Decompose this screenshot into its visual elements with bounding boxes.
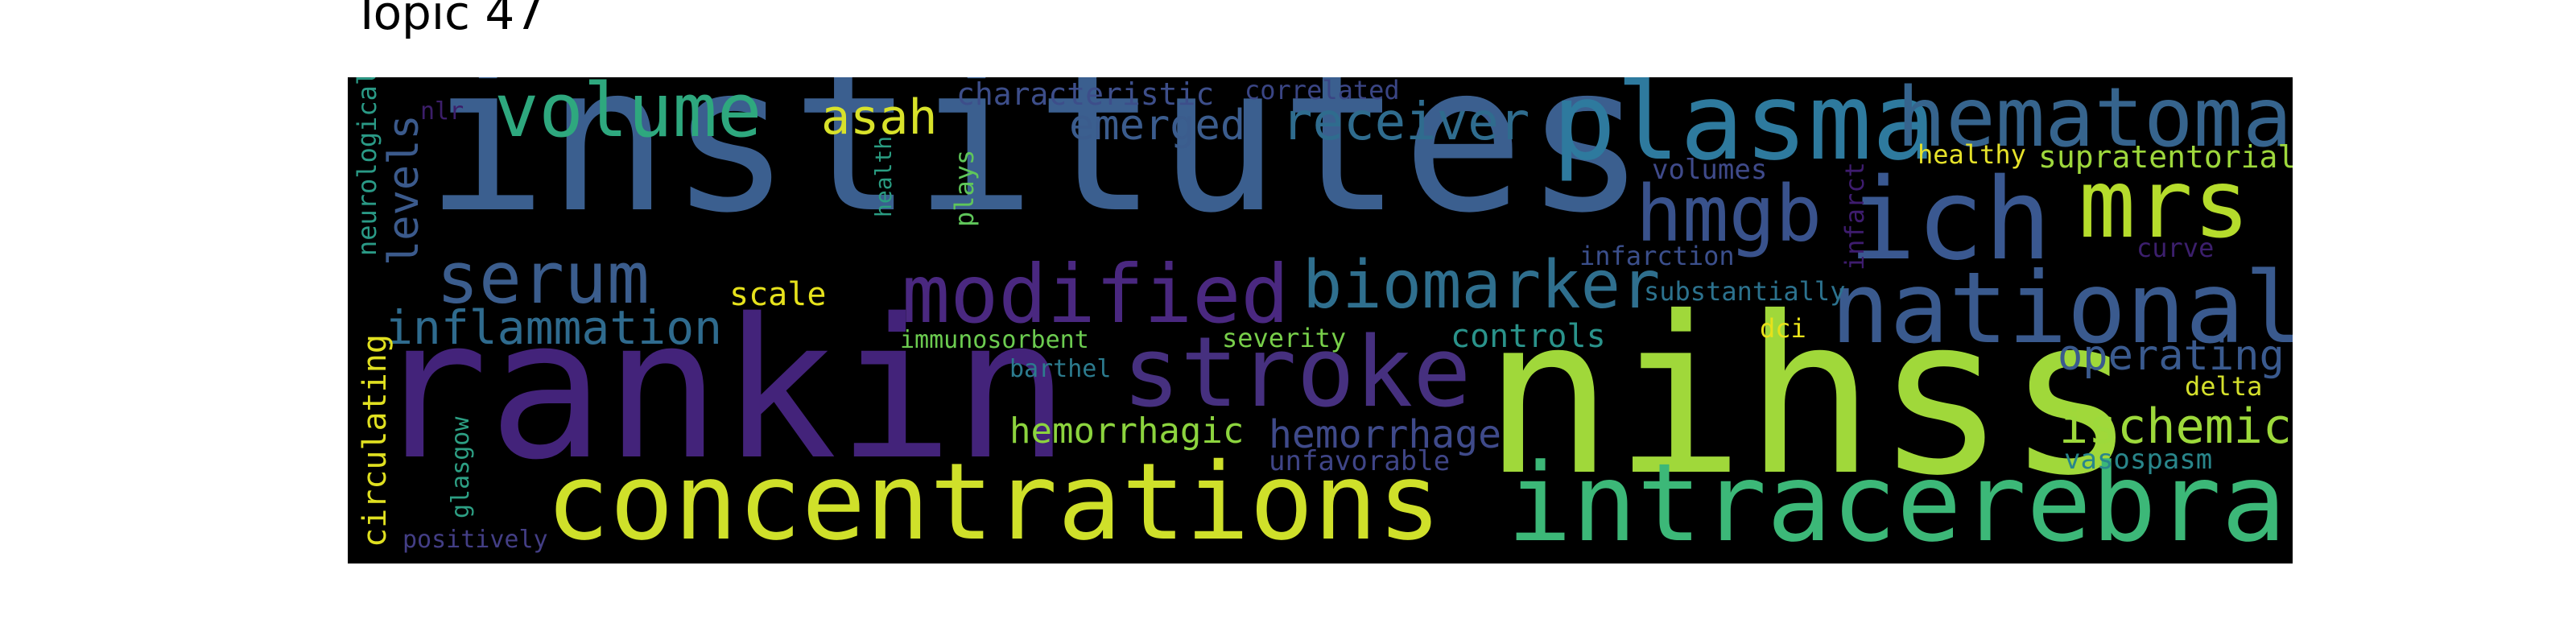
word-volume: volume	[494, 77, 762, 154]
word-biomarker: biomarker	[1302, 247, 1661, 324]
word-volumes: volumes	[1652, 154, 1768, 186]
word-vasospasm: vasospasm	[2064, 444, 2213, 476]
word-circulating: circulating	[357, 334, 394, 547]
word-national: national	[1831, 251, 2293, 365]
word-hemorrhage: hemorrhage	[1269, 412, 1501, 457]
word-characteristic: characteristic	[956, 77, 1215, 112]
word-hematoma: hematoma	[1897, 77, 2293, 166]
word-stroke: stroke	[1122, 317, 1472, 429]
word-emerged: emerged	[1069, 101, 1246, 150]
word-ich: ich	[1848, 155, 2052, 286]
word-asah: asah	[821, 89, 938, 146]
word-cloud: institutes rankin nihss concentrations i…	[348, 77, 2293, 564]
word-plays: plays	[949, 149, 980, 227]
word-institutes: institutes	[425, 77, 1647, 258]
page-title: Topic 47	[353, 0, 545, 40]
word-operating: operating	[2058, 332, 2285, 380]
word-neurological: neurological	[352, 77, 382, 256]
word-infarction: infarction	[1579, 241, 1735, 271]
word-healthy: healthy	[1918, 139, 2026, 170]
word-correlated: correlated	[1245, 77, 1400, 105]
word-concentrations: concentrations	[546, 440, 1442, 564]
word-dci: dci	[1760, 313, 1806, 344]
word-supratentorial: supratentorial	[2038, 139, 2293, 175]
word-infarct: infarct	[1839, 162, 1870, 270]
word-ischemic: ischemic	[2059, 398, 2292, 455]
word-mrs: mrs	[2079, 148, 2251, 259]
word-plasma: plasma	[1552, 77, 1936, 184]
word-inflammation: inflammation	[385, 300, 723, 355]
word-immunosorbent: immunosorbent	[900, 326, 1089, 354]
word-positively: positively	[402, 526, 548, 554]
word-delta: delta	[2185, 371, 2263, 402]
word-nihss: nihss	[1483, 270, 2137, 523]
word-nlr: nlr	[420, 97, 464, 126]
word-severity: severity	[1222, 323, 1347, 353]
word-receiver: receiver	[1282, 93, 1530, 152]
word-substantially: substantially	[1644, 276, 1846, 307]
word-health: health	[870, 135, 897, 217]
word-barthel: barthel	[1009, 355, 1112, 383]
word-rankin: rankin	[372, 277, 1070, 502]
word-hemorrhagic: hemorrhagic	[1009, 411, 1245, 452]
word-levels: levels	[380, 114, 428, 266]
word-scale: scale	[729, 276, 827, 313]
word-modified: modified	[902, 247, 1290, 341]
word-glasgow: glasgow	[447, 416, 475, 518]
word-curve: curve	[2136, 233, 2215, 263]
word-controls: controls	[1451, 318, 1606, 355]
word-serum: serum	[436, 237, 650, 320]
word-unfavorable: unfavorable	[1269, 445, 1451, 477]
word-hmgb: hmgb	[1636, 169, 1823, 259]
word-intracerebral: intracerebral	[1507, 440, 2293, 564]
